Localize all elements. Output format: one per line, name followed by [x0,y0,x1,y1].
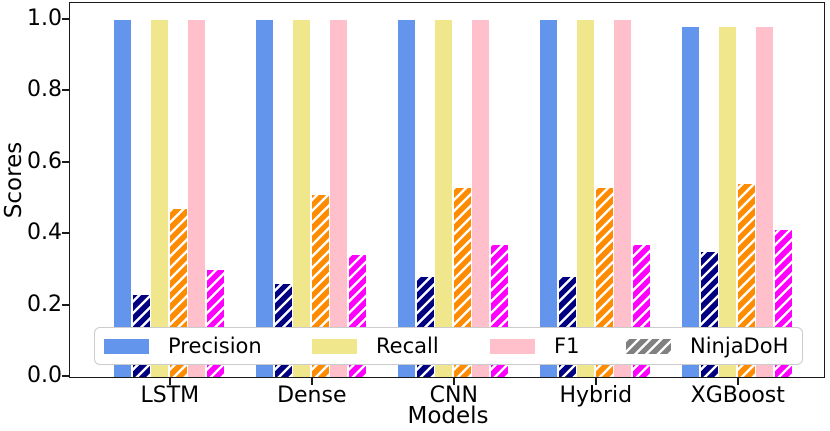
x-tick-label-cnn: CNN [429,383,478,408]
y-tick-label-0.6: 0.6 [27,148,62,174]
legend-entry-precision: Precision [104,328,262,364]
y-tick-mark-0.4 [62,232,69,235]
legend-label-precision: Precision [168,333,262,358]
x-tick-mark-hybrid [594,378,597,385]
y-tick-mark-1.0 [62,17,69,20]
legend-entry-f1: F1 [490,328,579,364]
y-axis-label: Scores [1,141,27,219]
y-tick-mark-0.2 [62,303,69,306]
x-tick-mark-xgboost [736,378,739,385]
bar-dense-recall [293,19,311,377]
bar-hybrid-f1 [614,19,632,377]
x-tick-label-lstm: LSTM [140,383,200,408]
x-axis-label: Models [407,403,489,429]
legend-label-recall: Recall [376,333,439,358]
x-tick-label-dense: Dense [277,383,347,408]
bar-cnn-f1 [472,19,490,377]
bar-xgboost-recall [719,26,737,377]
y-tick-label-0.4: 0.4 [27,220,62,246]
bar-xgboost-f1 [756,26,774,377]
legend-entry-recall: Recall [312,328,439,364]
y-tick-label-0.2: 0.2 [27,291,62,317]
y-tick-mark-0.8 [62,89,69,92]
bar-lstm-f1 [188,19,206,377]
bar-dense-f1 [330,19,348,377]
x-tick-label-xgboost: XGBoost [690,383,785,408]
legend-swatch-recall [312,338,357,354]
bar-dense-precision [256,19,273,377]
bar-cnn-recall [435,19,453,377]
bar-lstm-recall [151,19,169,377]
bar-cnn-precision [398,19,415,377]
legend-swatch-precision [104,338,149,354]
bar-lstm-precision [114,19,131,377]
x-tick-mark-cnn [452,378,455,385]
y-tick-mark-0.6 [62,160,69,163]
legend-entry-ninjadoh: NinjaDoH [626,328,788,364]
legend-swatch-f1 [490,338,535,354]
x-tick-label-hybrid: Hybrid [559,383,633,408]
legend-label-ninjadoh: NinjaDoH [690,333,789,358]
y-tick-label-0.0: 0.0 [27,363,62,389]
y-tick-mark-0.0 [62,375,69,378]
legend-swatch-ninjadoh [626,338,671,354]
bar-hybrid-recall [577,19,595,377]
bar-hybrid-precision [540,19,557,377]
x-tick-mark-lstm [168,378,171,385]
plot-area [69,2,825,378]
y-tick-label-1.0: 1.0 [27,5,62,31]
y-tick-label-0.8: 0.8 [27,77,62,103]
bar-xgboost-precision [682,26,699,377]
chart-legend: Precision Recall F1 NinjaDoH [94,327,803,365]
x-tick-mark-dense [310,378,313,385]
legend-label-f1: F1 [554,333,580,358]
